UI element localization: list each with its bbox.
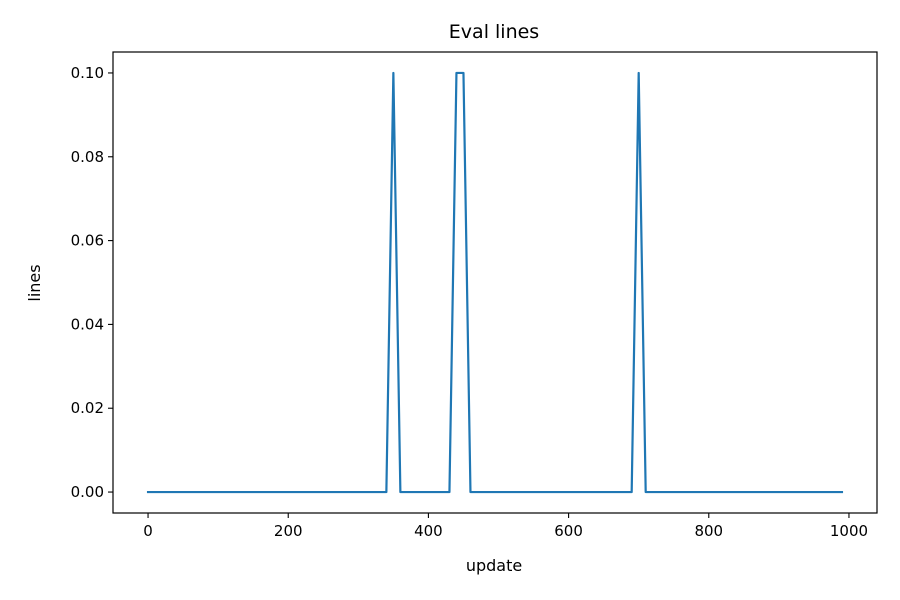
x-axis-label: update: [466, 556, 522, 575]
x-tick-label: 600: [554, 522, 583, 540]
x-axis: 0 200 400 600 800 1000: [143, 513, 868, 540]
y-tick-label: 0.10: [71, 64, 104, 82]
y-tick-label: 0.04: [71, 315, 104, 333]
x-tick-label: 200: [274, 522, 303, 540]
y-axis: 0.00 0.02 0.04 0.06 0.08 0.10: [71, 64, 113, 501]
x-tick-label: 1000: [830, 522, 868, 540]
x-tick-label: 400: [414, 522, 443, 540]
y-tick-label: 0.08: [71, 148, 104, 166]
chart-title: Eval lines: [449, 21, 539, 43]
series-line-1: [146, 71, 844, 494]
y-tick-label: 0.06: [71, 232, 104, 250]
axes-frame: [112, 51, 878, 514]
x-tick-label: 0: [143, 522, 153, 540]
plot-area: [146, 71, 844, 494]
x-tick-label: 800: [694, 522, 723, 540]
y-axis-label: lines: [25, 264, 44, 301]
y-tick-label: 0.00: [71, 483, 104, 501]
y-tick-label: 0.02: [71, 399, 104, 417]
